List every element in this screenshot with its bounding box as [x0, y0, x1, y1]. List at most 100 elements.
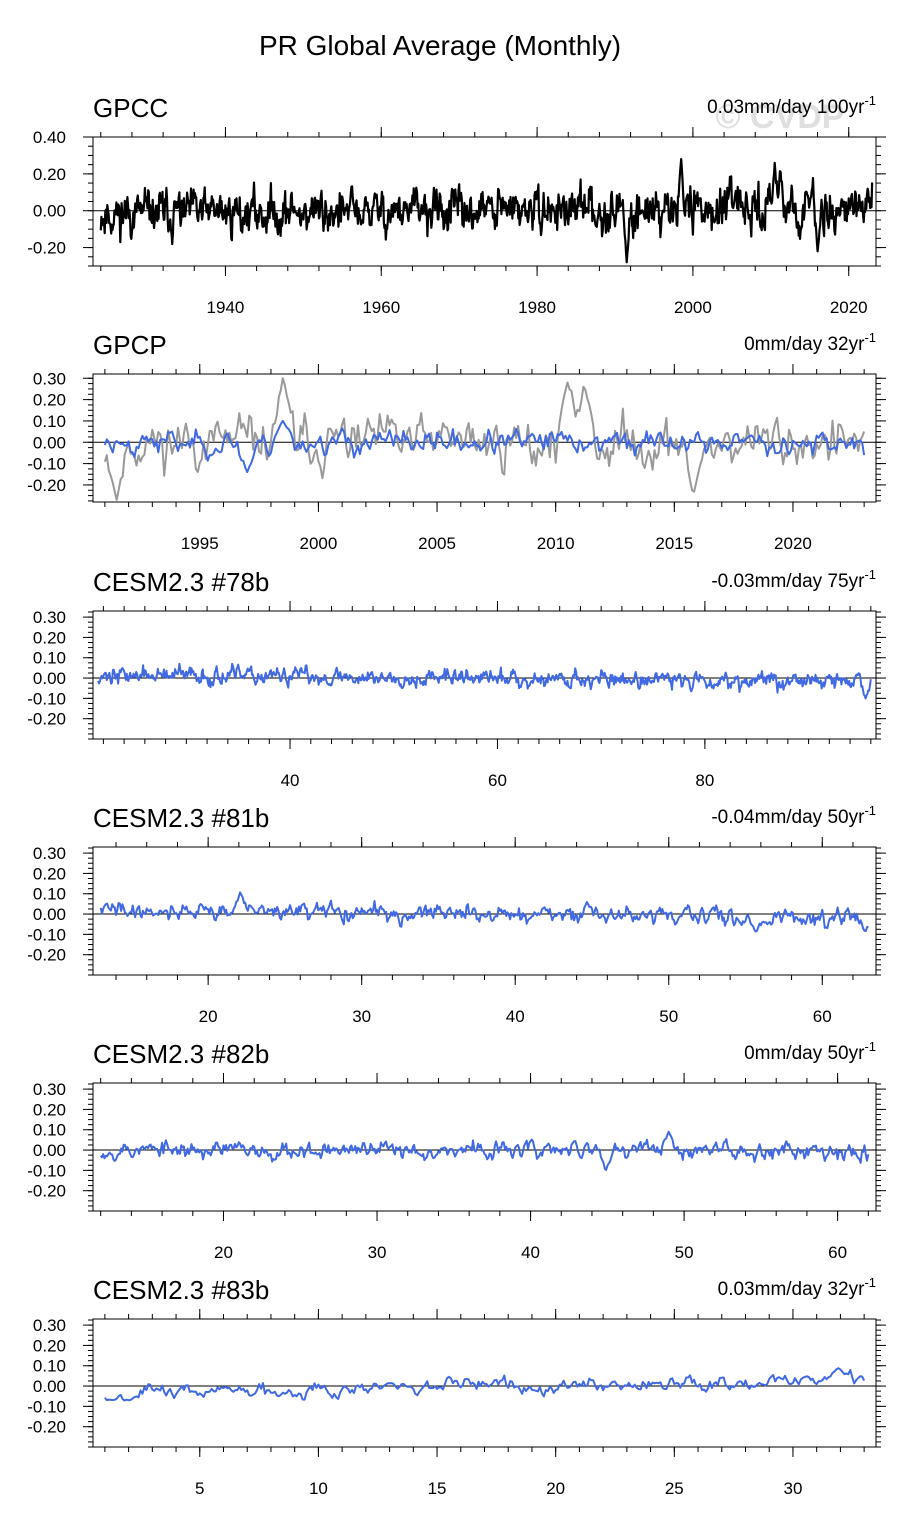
x-tick-label: 40: [506, 1007, 525, 1026]
y-tick-label: 0.00: [33, 905, 66, 924]
x-tick-label: 30: [368, 1243, 387, 1262]
x-tick-label: 20: [199, 1007, 218, 1026]
y-tick-label: 0.00: [33, 669, 66, 688]
x-tick-label: 2005: [418, 534, 456, 553]
x-tick-label: 2020: [830, 298, 868, 317]
panel-4: CESM2.3 #81b -0.04mm/day 50yr-1 0.300.20 0.…: [27, 803, 886, 1026]
x-tick-label: 80: [695, 771, 714, 790]
y-tick-label: 0.10: [33, 1121, 66, 1140]
y-tick-label: -0.20: [27, 476, 66, 495]
y-tick-label: -0.20: [27, 239, 66, 258]
y-tick-label: 0.30: [33, 1316, 66, 1335]
series-line: [99, 158, 874, 264]
plot-frame: [92, 1082, 877, 1212]
x-tick-label: 60: [813, 1007, 832, 1026]
x-tick-label: 20: [546, 1479, 565, 1498]
panel-title: CESM2.3 #83b: [93, 1275, 269, 1305]
x-tick-label: 15: [428, 1479, 447, 1498]
x-tick-label: 2000: [299, 534, 337, 553]
y-tick-label: 0.20: [33, 628, 66, 647]
y-tick-label: 0.40: [33, 128, 66, 147]
x-tick-label: 40: [281, 771, 300, 790]
x-tick-label: 2010: [537, 534, 575, 553]
y-tick-label: 0.20: [33, 165, 66, 184]
series-line: [103, 419, 866, 474]
y-tick-label: -0.10: [27, 689, 66, 708]
x-tick-label: 2020: [774, 534, 812, 553]
panel-title: GPCP: [93, 330, 167, 360]
panel-5: CESM2.3 #82b 0mm/day 50yr-1 0.300.20 0.100.…: [27, 1039, 886, 1262]
trend-exponent: -1: [864, 803, 876, 818]
y-tick-label: -0.10: [27, 925, 66, 944]
panel-3: CESM2.3 #78b -0.03mm/day 75yr-1 0.300.20 0.…: [27, 567, 886, 790]
trend-label: 0mm/day 50yr-1: [744, 1039, 876, 1064]
plot-frame: [92, 610, 877, 740]
y-tick-label: 0.10: [33, 885, 66, 904]
y-tick-label: 0.10: [33, 1357, 66, 1376]
x-tick-label: 2015: [655, 534, 693, 553]
y-tick-label: -0.10: [27, 1161, 66, 1180]
x-tick-label: 10: [309, 1479, 328, 1498]
watermark: © CVDP: [716, 98, 845, 136]
x-tick-label: 40: [521, 1243, 540, 1262]
y-tick-label: 0.00: [33, 1141, 66, 1160]
y-tick-label: 0.10: [33, 649, 66, 668]
trend-label: -0.04mm/day 50yr-1: [711, 803, 876, 828]
y-tick-label: 0.00: [33, 202, 66, 221]
panel-title: GPCC: [93, 93, 168, 123]
x-tick-label: 20: [214, 1243, 233, 1262]
trend-exponent: -1: [864, 1275, 876, 1290]
panel-title: CESM2.3 #81b: [93, 803, 269, 833]
y-tick-label: 0.20: [33, 391, 66, 410]
y-tick-label: 0.30: [33, 369, 66, 388]
series-line: [99, 891, 869, 933]
x-tick-label: 25: [665, 1479, 684, 1498]
y-tick-label: 0.20: [33, 864, 66, 883]
y-tick-label: 0.00: [33, 433, 66, 452]
y-tick-label: 0.20: [33, 1336, 66, 1355]
y-tick-label: 0.00: [33, 1377, 66, 1396]
trend-exponent: -1: [864, 567, 876, 582]
y-tick-label: -0.20: [27, 1418, 66, 1437]
series-line: [97, 662, 872, 700]
x-tick-label: 60: [828, 1243, 847, 1262]
panel-1: GPCC 0.03mm/day 100yr-1 0.40 0.20 0.00 -0.20 1…: [27, 93, 886, 317]
series-line: [103, 377, 866, 501]
y-tick-label: 0.20: [33, 1100, 66, 1119]
trend-label: -0.03mm/day 75yr-1: [711, 567, 876, 592]
y-tick-label: 0.30: [33, 844, 66, 863]
panel-2: GPCP 0mm/day 32yr-1 0.30 0.20 0.10 0.00 -0.10 -…: [27, 330, 886, 553]
y-tick-label: 0.10: [33, 412, 66, 431]
panel-title: CESM2.3 #78b: [93, 567, 269, 597]
x-tick-label: 1995: [181, 534, 219, 553]
panel-title: CESM2.3 #82b: [93, 1039, 269, 1069]
series-line: [104, 1367, 866, 1402]
series-line: [99, 1130, 870, 1171]
x-tick-label: 30: [783, 1479, 802, 1498]
y-tick-label: -0.20: [27, 710, 66, 729]
trend-label: 0.03mm/day 32yr-1: [718, 1275, 876, 1300]
y-tick-label: 0.30: [33, 1080, 66, 1099]
x-tick-label: 60: [488, 771, 507, 790]
y-tick-label: -0.10: [27, 455, 66, 474]
x-tick-label: 1960: [362, 298, 400, 317]
x-tick-label: 1940: [207, 298, 245, 317]
x-tick-label: 2000: [674, 298, 712, 317]
trend-exponent: -1: [864, 1039, 876, 1054]
trend-label: 0mm/day 32yr-1: [744, 330, 876, 355]
y-tick-label: -0.10: [27, 1397, 66, 1416]
x-tick-label: 30: [352, 1007, 371, 1026]
y-tick-label: -0.20: [27, 946, 66, 965]
x-tick-label: 5: [195, 1479, 204, 1498]
trend-exponent: -1: [864, 330, 876, 345]
y-tick-label: -0.20: [27, 1182, 66, 1201]
trend-label: 0.03mm/day 100yr-1: [707, 93, 876, 118]
figure-title: PR Global Average (Monthly): [259, 30, 621, 61]
x-tick-label: 1980: [518, 298, 556, 317]
x-tick-label: 50: [659, 1007, 678, 1026]
trend-exponent: -1: [864, 93, 876, 108]
panels: GPCC 0.03mm/day 100yr-1 0.40 0.20 0.00 -0.20 1…: [27, 93, 886, 1498]
y-tick-label: 0.30: [33, 608, 66, 627]
x-tick-label: 50: [675, 1243, 694, 1262]
